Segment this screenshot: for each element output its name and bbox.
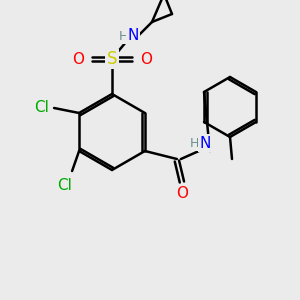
- Text: O: O: [176, 185, 188, 200]
- Text: Cl: Cl: [34, 100, 49, 116]
- Text: O: O: [140, 52, 152, 67]
- Text: S: S: [107, 50, 117, 68]
- Text: H: H: [118, 29, 128, 43]
- Text: N: N: [127, 28, 139, 44]
- Text: Cl: Cl: [57, 178, 71, 193]
- Text: H: H: [190, 136, 200, 149]
- Text: O: O: [72, 52, 84, 67]
- Text: N: N: [199, 136, 211, 151]
